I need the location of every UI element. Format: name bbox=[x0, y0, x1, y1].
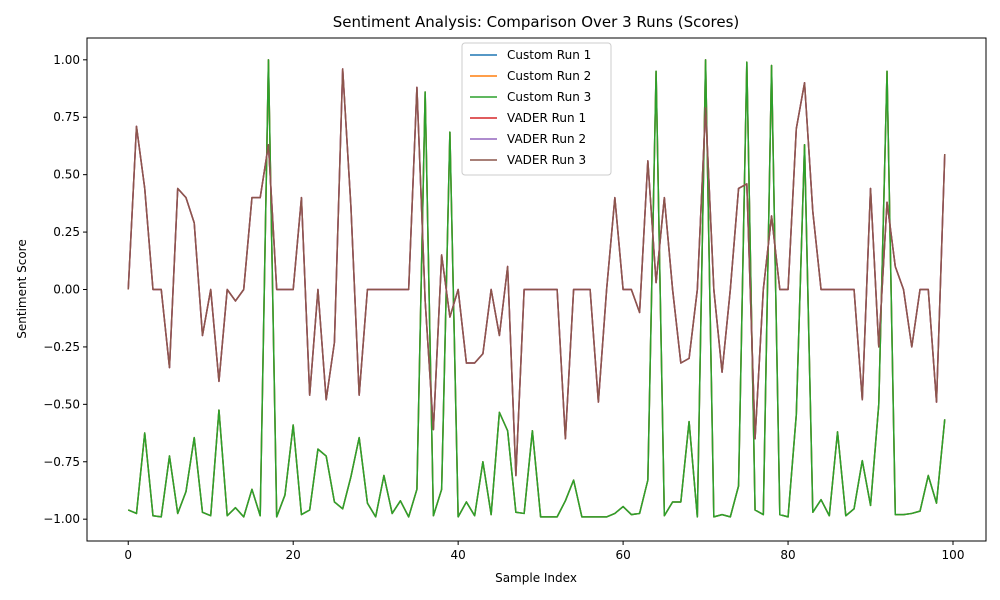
series-line-3 bbox=[127, 59, 946, 518]
series-line-6 bbox=[127, 68, 946, 477]
y-tick-label: 0.75 bbox=[53, 110, 80, 124]
y-axis: −1.00 −0.75 −0.50 −0.25 0.00 0.25 0.50 0.75 1.00 bbox=[43, 53, 87, 526]
y-axis-label: Sentiment Score bbox=[15, 239, 29, 338]
legend-label: VADER Run 2 bbox=[507, 132, 586, 146]
x-axis-label: Sample Index bbox=[495, 571, 577, 585]
legend-box bbox=[461, 42, 612, 176]
y-tick-label: 1.00 bbox=[53, 53, 80, 67]
x-tick-label: 80 bbox=[780, 548, 795, 562]
x-tick-label: 100 bbox=[942, 548, 965, 562]
x-axis: 0 20 40 60 80 100 bbox=[124, 541, 964, 562]
plot-area bbox=[127, 59, 946, 518]
y-tick-label: −0.75 bbox=[43, 455, 80, 469]
legend-label: Custom Run 3 bbox=[507, 90, 591, 104]
x-tick-label: 20 bbox=[286, 548, 301, 562]
y-tick-label: −0.50 bbox=[43, 397, 80, 411]
legend: Custom Run 1 Custom Run 2 Custom Run 3 VADE… bbox=[461, 42, 612, 176]
y-tick-label: −1.00 bbox=[43, 512, 80, 526]
y-tick-label: 0.25 bbox=[53, 225, 80, 239]
y-tick-label: −0.25 bbox=[43, 340, 80, 354]
x-tick-label: 40 bbox=[451, 548, 466, 562]
legend-label: Custom Run 1 bbox=[507, 48, 591, 62]
chart-title: Sentiment Analysis: Comparison Over 3 Ru… bbox=[333, 13, 740, 31]
x-tick-label: 60 bbox=[615, 548, 630, 562]
x-tick-label: 0 bbox=[124, 548, 132, 562]
legend-label: VADER Run 3 bbox=[507, 153, 586, 167]
y-tick-label: 0.00 bbox=[53, 283, 80, 297]
y-tick-label: 0.50 bbox=[53, 168, 80, 182]
legend-label: VADER Run 1 bbox=[507, 111, 586, 125]
legend-label: Custom Run 2 bbox=[507, 69, 591, 83]
